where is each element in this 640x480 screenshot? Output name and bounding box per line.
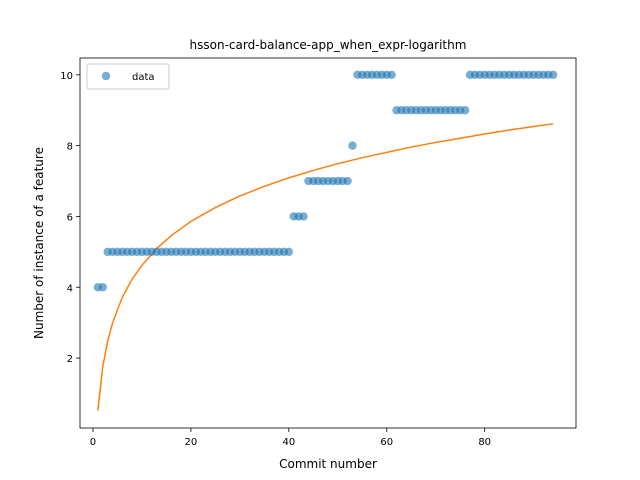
legend-marker (101, 71, 111, 81)
y-tick-label: 8 (67, 142, 73, 153)
data-point (343, 176, 352, 186)
data-point (549, 70, 558, 80)
y-tick-label: 4 (67, 283, 73, 294)
y-axis-label: Number of instance of a feature (32, 147, 46, 339)
legend-box (86, 63, 170, 90)
plot-area: 0 20 40 60 80 2 4 6 8 10 (60, 57, 577, 448)
data-point (98, 283, 107, 292)
fit-line (97, 122, 554, 411)
legend: data (86, 63, 170, 90)
data-point (387, 70, 396, 80)
x-tick-label: 40 (282, 437, 295, 448)
legend-label: data (132, 72, 155, 83)
chart-title: hsson-card-balance-app_when_expr-logarit… (190, 38, 467, 52)
x-axis-label: Commit number (279, 457, 377, 471)
y-tick-label: 10 (60, 71, 73, 82)
y-tick-label: 2 (67, 354, 73, 365)
axes-frame (79, 57, 577, 429)
x-tick-label: 20 (185, 437, 198, 448)
data-point (284, 247, 294, 257)
x-tick-label: 80 (478, 437, 491, 448)
x-tick-label: 0 (90, 437, 96, 448)
data-point (348, 141, 357, 150)
data-point (460, 106, 470, 115)
y-tick-label: 6 (67, 212, 73, 223)
data-point (299, 212, 308, 221)
x-tick-label: 60 (380, 437, 393, 448)
